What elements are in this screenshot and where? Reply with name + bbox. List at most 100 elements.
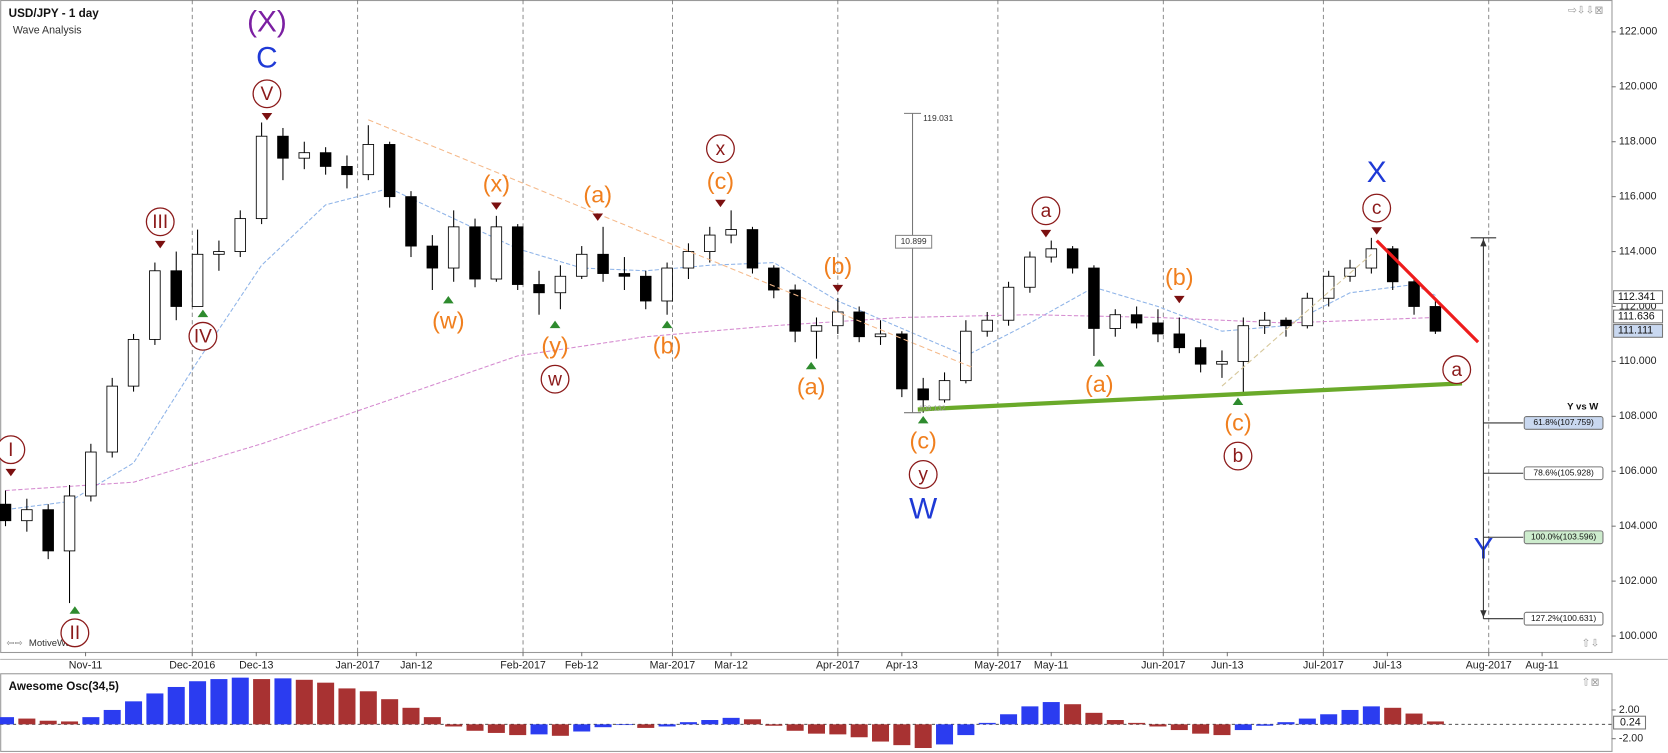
wave-label: (y) <box>541 332 568 358</box>
candle-body <box>405 196 417 247</box>
candle-body <box>191 253 204 307</box>
candle-body <box>42 509 54 552</box>
candle-body <box>149 270 161 340</box>
fib-level-label: 100.0%(103.596) <box>1531 532 1596 542</box>
candle-body <box>447 226 460 269</box>
wave-ring <box>1223 441 1253 471</box>
wave-ring <box>908 459 938 489</box>
fib-level-label: 61.8%(107.759) <box>1533 417 1594 427</box>
wave-label: (a) <box>583 182 612 208</box>
candle-body <box>319 152 332 167</box>
scroll-icons[interactable]: ⇦⇨ <box>7 638 23 649</box>
candle-body <box>938 380 951 401</box>
osc-bar <box>189 681 207 725</box>
wave-ring <box>0 435 26 465</box>
x-tick-label: Jun-2017 <box>1141 660 1185 672</box>
wave-label: (X) <box>247 5 287 38</box>
wave-label: y <box>918 465 928 486</box>
candle-body <box>255 135 268 220</box>
osc-bar <box>1192 724 1210 734</box>
osc-bar <box>1426 721 1444 725</box>
candle-body <box>640 275 652 302</box>
pivot-marker <box>69 606 81 614</box>
pivot-marker <box>5 468 17 477</box>
osc-bar <box>914 724 932 749</box>
zoom-icons[interactable]: ⇧⇩ <box>1582 637 1600 649</box>
x-tick-label: Jan-12 <box>400 660 433 672</box>
candle-body <box>618 273 631 277</box>
osc-bar <box>957 724 975 736</box>
trendline <box>917 381 1463 412</box>
candle-body <box>1408 281 1420 307</box>
osc-pane-frame <box>0 673 1613 752</box>
candle-body <box>597 253 609 274</box>
candle-body <box>1237 325 1250 362</box>
candle-body <box>981 319 993 332</box>
x-tick-label: Feb-12 <box>565 660 599 672</box>
y-tick-label: 120.000 <box>1619 81 1657 93</box>
wave-ring <box>145 207 175 237</box>
pivot-marker <box>805 361 817 370</box>
osc-bar <box>359 691 377 725</box>
candle-body <box>789 289 801 332</box>
wave-label: (c) <box>1224 409 1251 435</box>
trendline <box>1375 239 1480 344</box>
pivot-marker <box>715 199 726 208</box>
candle-body <box>661 267 673 302</box>
osc-bar <box>1362 706 1380 725</box>
osc-bar <box>274 678 292 725</box>
pivot-marker <box>549 320 561 329</box>
osc-bar <box>872 724 890 742</box>
watermark: MotiveWave <box>29 638 81 649</box>
candle-body <box>1002 286 1015 321</box>
pivot-marker <box>832 284 844 293</box>
x-tick-label: May-2017 <box>974 660 1021 672</box>
wave-label: (b) <box>1165 264 1194 290</box>
pivot-marker <box>443 295 454 304</box>
window-icons[interactable]: ⇨⇩⇩⊠ <box>1568 4 1604 16</box>
candle-body <box>874 333 887 338</box>
fib-level-label: 78.6%(105.928) <box>1533 467 1594 477</box>
wave-label: V <box>261 84 274 105</box>
osc-bar <box>615 724 633 726</box>
osc-bar <box>978 722 996 725</box>
wave-label: C <box>256 42 278 75</box>
wave-label: c <box>1372 198 1382 219</box>
osc-bar <box>551 724 569 736</box>
osc-bar <box>0 717 15 725</box>
candle-body <box>682 251 695 269</box>
candle-body <box>277 135 289 159</box>
osc-bar <box>1128 722 1146 725</box>
osc-bar <box>1213 724 1231 736</box>
x-tick-label: Apr-2017 <box>816 660 860 672</box>
pivot-marker <box>1093 359 1105 367</box>
osc-bar <box>1341 709 1359 725</box>
osc-icons[interactable]: ⇧⊠ <box>1582 677 1600 689</box>
candle-body <box>426 245 439 269</box>
osc-bar <box>658 724 676 727</box>
wave-label: II <box>70 623 81 644</box>
osc-bar <box>103 709 121 725</box>
osc-title: Awesome Osc(34,5) <box>9 680 119 693</box>
wave-ring <box>1031 196 1061 226</box>
wave-ring <box>188 321 218 351</box>
pivot-marker <box>197 309 209 318</box>
osc-bar <box>573 724 591 732</box>
measure-label: 10.899 <box>901 236 927 246</box>
wave-ring <box>1362 193 1392 223</box>
candle-body <box>511 226 524 285</box>
osc-bar <box>850 724 868 738</box>
candle-body <box>1066 248 1079 269</box>
osc-bar <box>1234 724 1252 731</box>
wave-label: w <box>547 369 562 390</box>
chart-title: USD/JPY - 1 day <box>9 7 100 20</box>
osc-bar <box>1064 704 1082 725</box>
y-tick-label: 106.000 <box>1619 465 1657 477</box>
wave-ring <box>1442 355 1472 385</box>
candle-body <box>832 311 844 327</box>
fib-box <box>1523 530 1604 545</box>
osc-bar <box>1170 724 1188 731</box>
osc-bar <box>701 720 719 725</box>
